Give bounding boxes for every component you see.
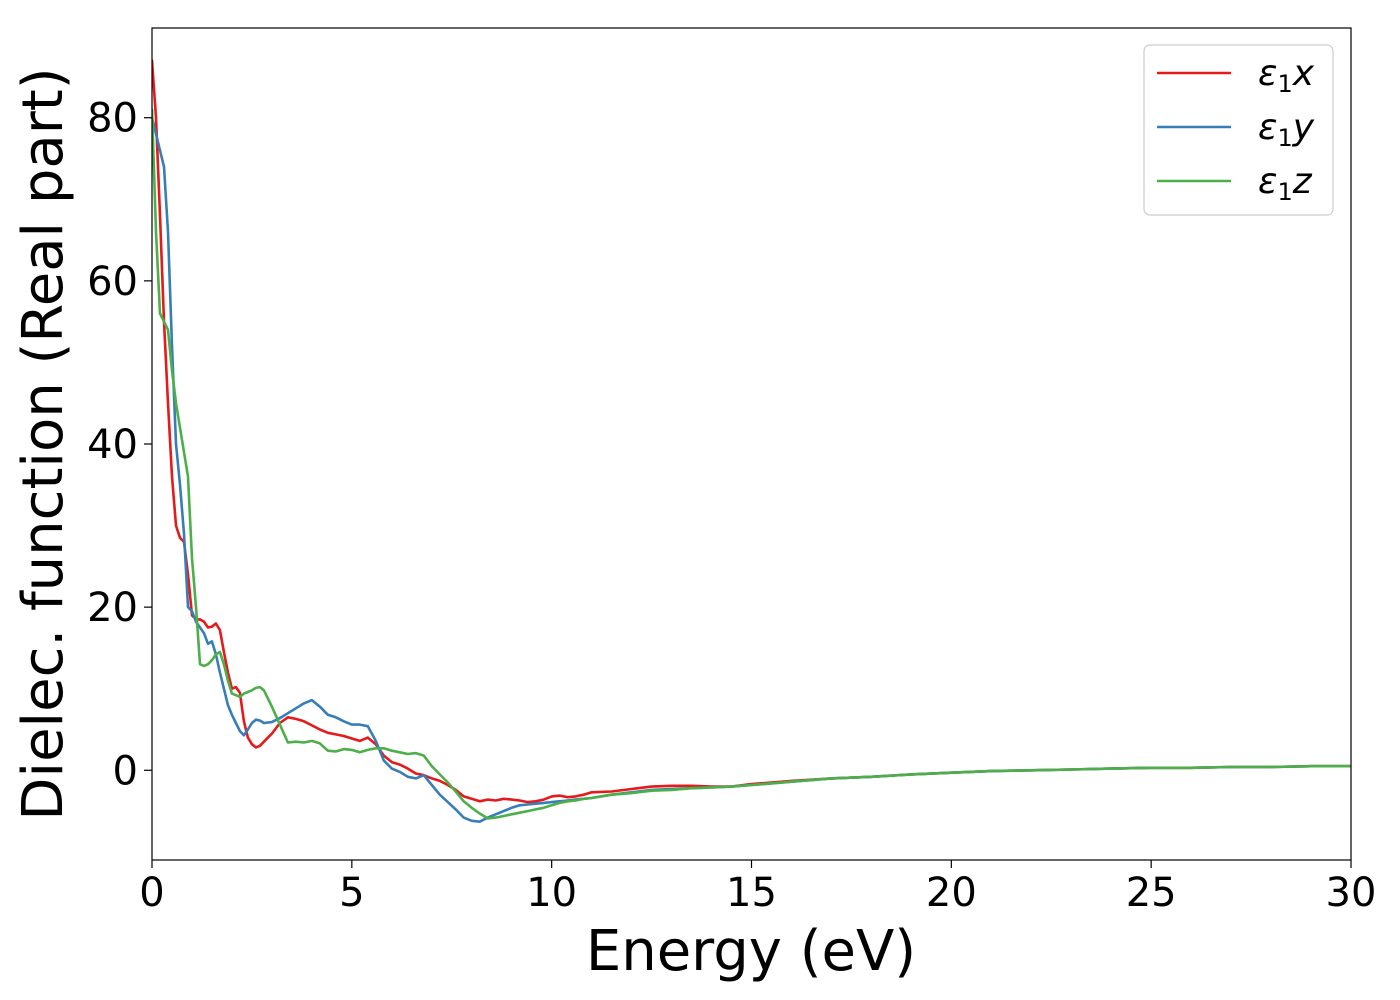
legend: ε1x ε1y ε1z bbox=[1143, 44, 1334, 216]
y-tick-label: 60 bbox=[87, 259, 138, 305]
legend-label-x: ε1x bbox=[1258, 53, 1315, 98]
x-tick-label: 0 bbox=[139, 870, 164, 916]
x-tick-label: 25 bbox=[1126, 870, 1177, 916]
legend-box bbox=[1143, 44, 1334, 216]
y-tick-label: 0 bbox=[113, 748, 138, 794]
legend-label-z: ε1z bbox=[1258, 161, 1313, 206]
x-axis-label: Energy (eV) bbox=[586, 919, 916, 984]
series-line-z bbox=[152, 108, 1351, 820]
series-lines bbox=[152, 59, 1351, 823]
x-tick-label: 10 bbox=[526, 870, 577, 916]
y-tick-label: 80 bbox=[87, 96, 138, 142]
x-tick-label: 20 bbox=[926, 870, 977, 916]
x-tick-label: 5 bbox=[339, 870, 364, 916]
y-axis-label: Dielec. function (Real part) bbox=[11, 67, 76, 820]
x-axis: 0 5 10 15 20 25 30 bbox=[139, 860, 1376, 916]
y-tick-label: 20 bbox=[87, 585, 138, 631]
x-tick-label: 15 bbox=[726, 870, 777, 916]
y-axis: 0 20 40 60 80 bbox=[87, 96, 152, 794]
legend-label-y: ε1y bbox=[1258, 107, 1315, 152]
x-tick-label: 30 bbox=[1326, 870, 1377, 916]
y-tick-label: 40 bbox=[87, 422, 138, 468]
